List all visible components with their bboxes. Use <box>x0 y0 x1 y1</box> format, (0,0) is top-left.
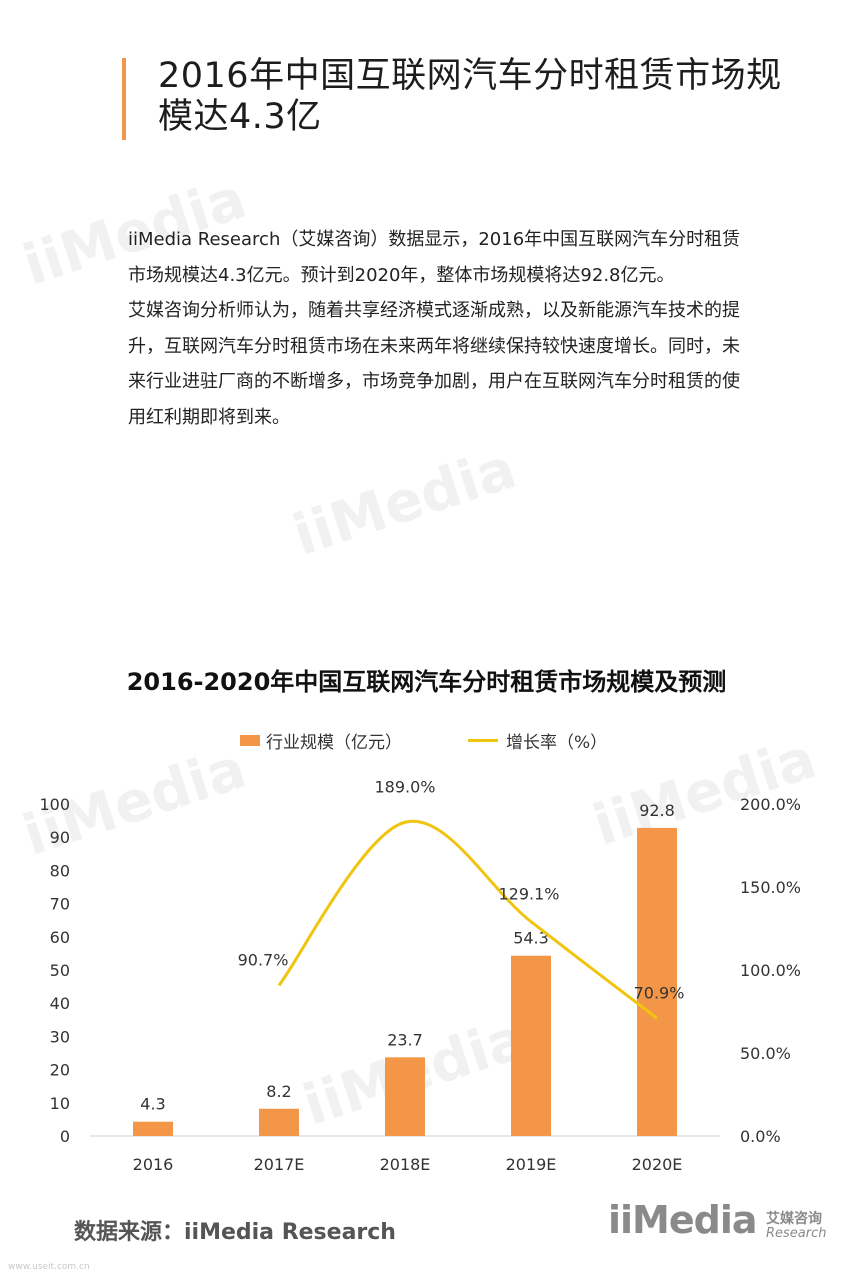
left-axis-tick-label: 10 <box>50 1094 70 1113</box>
left-axis-tick-label: 100 <box>39 795 70 814</box>
growth-rate-label: 189.0% <box>374 777 435 796</box>
left-axis-tick-label: 0 <box>60 1127 70 1146</box>
bar <box>133 1121 173 1136</box>
body-text: iiMedia Research（艾媒咨询）数据显示，2016年中国互联网汽车分… <box>128 222 748 435</box>
legend-line-swatch <box>468 739 498 742</box>
x-axis-tick-label: 2016 <box>133 1155 174 1174</box>
page-title: 2016年中国互联网汽车分时租赁市场规模达4.3亿 <box>158 56 782 137</box>
left-axis-tick-label: 50 <box>50 961 70 980</box>
growth-rate-label: 70.9% <box>634 983 685 1002</box>
chart-legend: 行业规模（亿元） 增长率（%） <box>0 728 853 753</box>
legend-line-label: 增长率（%） <box>506 733 608 753</box>
site-watermark: www.useit.com.cn <box>8 1262 90 1272</box>
right-axis-tick-label: 100.0% <box>740 961 801 980</box>
chart-title: 2016-2020年中国互联网汽车分时租赁市场规模及预测 <box>126 668 727 696</box>
growth-rate-label: 129.1% <box>498 885 559 904</box>
right-axis-tick-label: 150.0% <box>740 878 801 897</box>
watermark: iiMedia <box>285 436 524 569</box>
bar-value-label: 54.3 <box>513 929 549 948</box>
right-axis-tick-label: 0.0% <box>740 1127 781 1146</box>
growth-rate-line <box>277 819 658 1020</box>
right-axis-tick-label: 50.0% <box>740 1044 791 1063</box>
left-axis-tick-label: 80 <box>50 861 70 880</box>
paragraph-2: 艾媒咨询分析师认为，随着共享经济模式逐渐成熟，以及新能源汽车技术的提升，互联网汽… <box>128 300 740 428</box>
bar <box>511 955 551 1136</box>
bar-value-label: 4.3 <box>140 1095 165 1114</box>
data-source: 数据来源：iiMedia Research <box>74 1220 396 1245</box>
logo-cn: 艾媒咨询 <box>766 1211 822 1227</box>
title-accent-bar <box>122 58 126 140</box>
logo-en: Research <box>766 1226 827 1241</box>
right-axis-tick-label: 200.0% <box>740 795 801 814</box>
left-axis-tick-label: 30 <box>50 1027 70 1046</box>
legend-item-bar: 行业规模（亿元） <box>240 728 402 753</box>
legend-item-line: 增长率（%） <box>468 728 607 753</box>
legend-bar-label: 行业规模（亿元） <box>266 733 402 753</box>
left-axis-tick-label: 40 <box>50 994 70 1013</box>
left-axis-tick-label: 60 <box>50 928 70 947</box>
left-axis-tick-label: 90 <box>50 828 70 847</box>
left-axis-tick-label: 20 <box>50 1061 70 1080</box>
bar <box>385 1057 425 1136</box>
paragraph-1: iiMedia Research（艾媒咨询）数据显示，2016年中国互联网汽车分… <box>128 229 741 286</box>
x-axis-tick-label: 2017E <box>254 1155 305 1174</box>
iimedia-logo: iiMedia 艾媒咨询 Research <box>580 1198 840 1258</box>
logo-text: iiMedia <box>608 1198 758 1242</box>
x-axis-tick-label: 2018E <box>380 1155 431 1174</box>
bar-value-label: 92.8 <box>639 801 675 820</box>
x-axis-tick-label: 2020E <box>632 1155 683 1174</box>
bar-value-label: 23.7 <box>387 1030 423 1049</box>
x-axis-tick-label: 2019E <box>506 1155 557 1174</box>
legend-bar-swatch <box>240 735 260 746</box>
growth-rate-label: 90.7% <box>238 950 289 969</box>
left-axis-tick-label: 70 <box>50 895 70 914</box>
bar-value-label: 8.2 <box>266 1082 291 1101</box>
chart-plot: 0 10 20 30 40 50 60 70 80 90 100 0.0% 50.0% 100.0% 150… <box>39 777 801 1174</box>
bar <box>637 827 677 1136</box>
bar <box>259 1108 299 1136</box>
